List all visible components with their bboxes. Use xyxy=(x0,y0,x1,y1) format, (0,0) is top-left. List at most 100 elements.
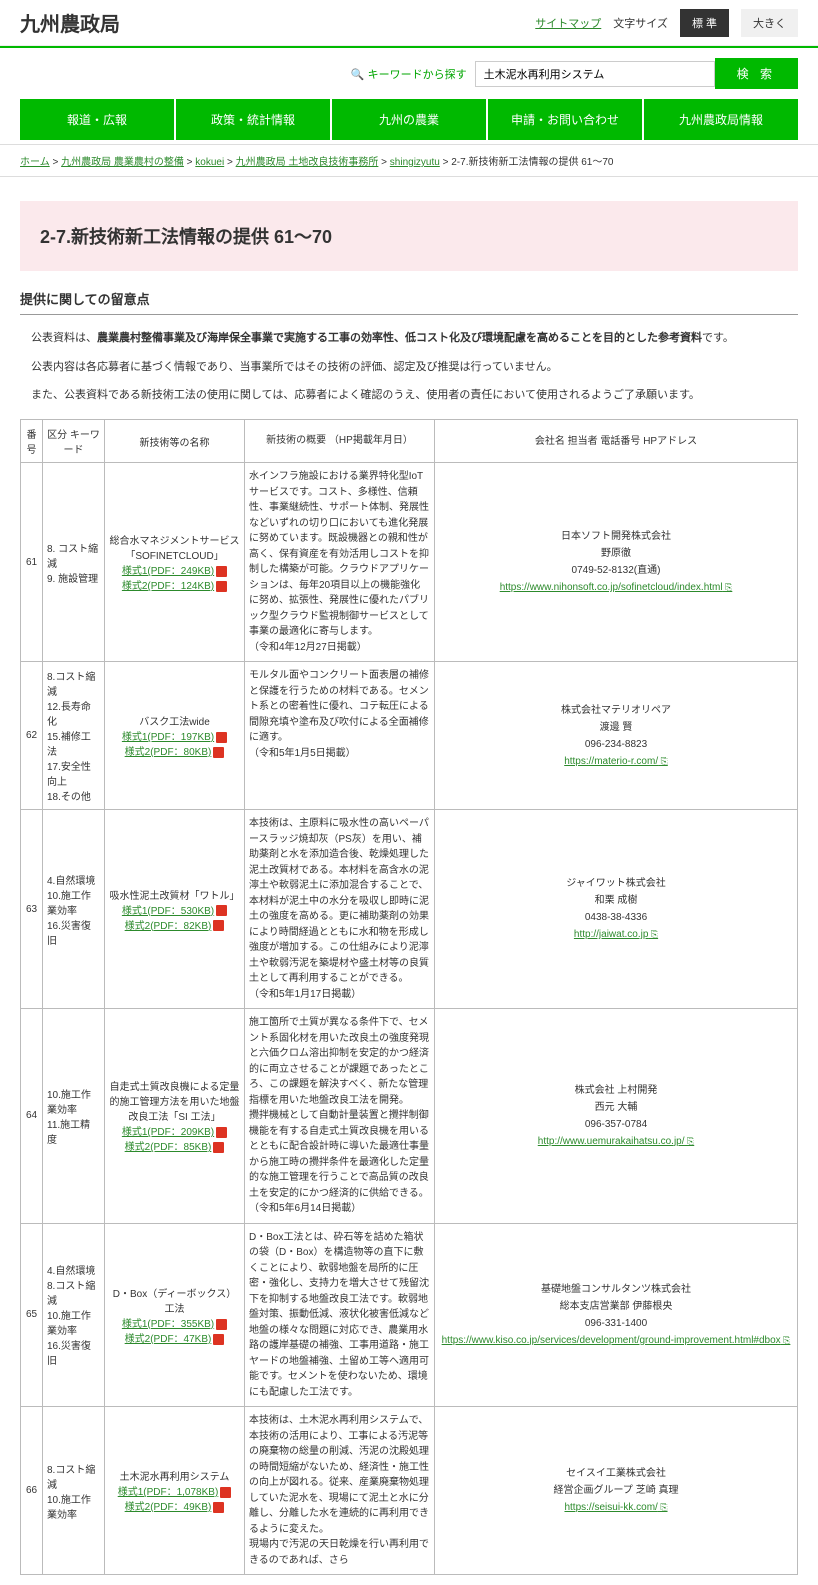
pdf-link-2[interactable]: 様式2(PDF：47KB) xyxy=(125,1334,225,1345)
pdf-link-1[interactable]: 様式1(PDF：249KB) xyxy=(122,566,227,577)
pdf-link-2[interactable]: 様式2(PDF：80KB) xyxy=(125,747,225,758)
nav-item[interactable]: 九州農政局情報 xyxy=(644,99,798,140)
company-name: 株式会社 上村開発 xyxy=(439,1082,793,1099)
pdf-link-2[interactable]: 様式2(PDF：82KB) xyxy=(125,921,225,932)
breadcrumb-link[interactable]: 九州農政局 農業農村の整備 xyxy=(61,157,184,168)
page-title: 2-7.新技術新工法情報の提供 61～70 xyxy=(40,223,778,249)
fontsize-large-button[interactable]: 大きく xyxy=(741,9,798,37)
fontsize-standard-button[interactable]: 標 準 xyxy=(680,9,729,37)
cell-no: 64 xyxy=(21,1009,43,1224)
company-person: 経営企画グループ 芝崎 真理 xyxy=(439,1482,793,1499)
breadcrumb-link[interactable]: kokuei xyxy=(195,157,224,168)
pdf-link-1[interactable]: 様式1(PDF：209KB) xyxy=(122,1127,227,1138)
cell-kw: 8.コスト縮減 12.長寿命化 15.補修工法 17.安全性向上 18.その他 xyxy=(43,662,105,810)
th-no: 番号 xyxy=(21,420,43,463)
company-tel: 0438-38-4336 xyxy=(439,909,793,926)
search-input[interactable] xyxy=(475,61,715,87)
company-url[interactable]: https://www.kiso.co.jp/services/developm… xyxy=(442,1335,791,1346)
pdf-link-2[interactable]: 様式2(PDF：124KB) xyxy=(122,581,227,592)
table-row: 6410.施工作業効率 11.施工精度自走式土質改良機による定量的施工管理方法を… xyxy=(21,1009,798,1224)
notice-p1a: 公表資料は、 xyxy=(31,332,97,344)
pdf-link-1[interactable]: 様式1(PDF：355KB) xyxy=(122,1319,227,1330)
cell-name: バスク工法wide様式1(PDF：197KB)様式2(PDF：80KB) xyxy=(105,662,245,810)
cell-name: 土木泥水再利用システム様式1(PDF：1,078KB) 様式2(PDF：49KB) xyxy=(105,1407,245,1575)
pdf-link-2[interactable]: 様式2(PDF：49KB) xyxy=(125,1502,225,1513)
notice-p1b: 農業農村整備事業及び海岸保全事業で実施する工事の効率性、低コスト化及び環境配慮を… xyxy=(97,332,702,344)
cell-no: 66 xyxy=(21,1407,43,1575)
nav-item[interactable]: 政策・統計情報 xyxy=(176,99,330,140)
th-kw: 区分 キーワード xyxy=(43,420,105,463)
logo: 九州農政局 xyxy=(20,8,120,37)
cell-kw: 10.施工作業効率 11.施工精度 xyxy=(43,1009,105,1224)
pdf-link-1[interactable]: 様式1(PDF：197KB) xyxy=(122,732,227,743)
tech-name: D・Box（ディーボックス）工法 xyxy=(109,1285,240,1315)
search-button[interactable]: 検 索 xyxy=(715,58,798,89)
company-url[interactable]: http://jaiwat.co.jp xyxy=(574,929,658,940)
cell-company: 日本ソフト開発株式会社野原徹0749-52-8132(直通)https://ww… xyxy=(435,463,798,662)
company-tel: 096-234-8823 xyxy=(439,736,793,753)
breadcrumb-link[interactable]: 九州農政局 土地改良技術事務所 xyxy=(236,157,379,168)
cell-no: 61 xyxy=(21,463,43,662)
pdf-link-1[interactable]: 様式1(PDF：1,078KB) xyxy=(118,1487,232,1498)
cell-company: 株式会社マテリオリペア渡邊 賢096-234-8823 https://mater… xyxy=(435,662,798,810)
nav-item[interactable]: 九州の農業 xyxy=(332,99,486,140)
company-person: 総本支店営業部 伊藤根央 xyxy=(439,1298,793,1315)
cell-desc: モルタル面やコンクリート面表層の補修と保護を行うための材料である。セメント系との… xyxy=(245,662,435,810)
company-url[interactable]: https://www.nihonsoft.co.jp/sofinetcloud… xyxy=(500,582,733,593)
table-row: 618. コスト縮減 9. 施設管理総合水マネジメントサービス「SOFINETC… xyxy=(21,463,798,662)
breadcrumb-link[interactable]: shingizyutu xyxy=(390,157,440,168)
breadcrumb-current: 2-7.新技術新工法情報の提供 61～70 xyxy=(451,157,613,168)
th-desc: 新技術の概要 （HP掲載年月日） xyxy=(245,420,435,463)
main-nav: 報道・広報政策・統計情報九州の農業申請・お問い合わせ九州農政局情報 xyxy=(0,99,818,140)
cell-name: 自走式土質改良機による定量的施工管理方法を用いた地盤改良工法「SI 工法」様式1… xyxy=(105,1009,245,1224)
tech-name: 自走式土質改良機による定量的施工管理方法を用いた地盤改良工法「SI 工法」 xyxy=(109,1078,240,1123)
notice-p3: また、公表資料である新技術工法の使用に関しては、応募者によく確認のうえ、使用者の… xyxy=(20,386,798,405)
cell-name: 吸水性泥土改質材「ワトル」様式1(PDF：530KB) 様式2(PDF：82KB) xyxy=(105,810,245,1009)
company-person: 西元 大輔 xyxy=(439,1099,793,1116)
cell-desc: 水インフラ施設における業界特化型IoTサービスです。コスト、多様性、信頼性、事業… xyxy=(245,463,435,662)
cell-company: ジャイワット株式会社和栗 成樹0438-38-4336http://jaiwat… xyxy=(435,810,798,1009)
th-name: 新技術等の名称 xyxy=(105,420,245,463)
sitemap-link[interactable]: サイトマップ xyxy=(535,15,601,31)
pdf-link-2[interactable]: 様式2(PDF：85KB) xyxy=(125,1142,225,1153)
page-title-wrap: 2-7.新技術新工法情報の提供 61～70 xyxy=(20,201,798,271)
company-name: セイスイ工業株式会社 xyxy=(439,1465,793,1482)
company-tel: 096-331-1400 xyxy=(439,1315,793,1332)
cell-desc: 本技術は、土木泥水再利用システムで、本技術の活用により、工事による汚泥等の廃棄物… xyxy=(245,1407,435,1575)
tech-name: 吸水性泥土改質材「ワトル」 xyxy=(109,887,240,902)
company-url[interactable]: https://materio-r.com/ xyxy=(564,756,668,767)
cell-company: セイスイ工業株式会社経営企画グループ 芝崎 真理 https://seisui-k… xyxy=(435,1407,798,1575)
company-name: 日本ソフト開発株式会社 xyxy=(439,528,793,545)
notice-p1c: です。 xyxy=(702,332,734,344)
breadcrumb-link[interactable]: ホーム xyxy=(20,157,50,168)
cell-company: 基礎地盤コンサルタンツ株式会社総本支店営業部 伊藤根央096-331-1400h… xyxy=(435,1223,798,1407)
notice: 公表資料は、農業農村整備事業及び海岸保全事業で実施する工事の効率性、低コスト化及… xyxy=(20,329,798,405)
company-person: 渡邊 賢 xyxy=(439,719,793,736)
table-row: 654.自然環境 8.コスト縮減 10.施工作業効率 16.災害復旧D・Box（… xyxy=(21,1223,798,1407)
search-row: キーワードから探す 検 索 xyxy=(0,48,818,99)
cell-no: 62 xyxy=(21,662,43,810)
nav-item[interactable]: 報道・広報 xyxy=(20,99,174,140)
company-tel: 0749-52-8132(直通) xyxy=(439,562,793,579)
topbar-right: サイトマップ 文字サイズ 標 準 大きく xyxy=(535,9,798,37)
cell-name: D・Box（ディーボックス）工法様式1(PDF：355KB) 様式2(PDF：47… xyxy=(105,1223,245,1407)
table-row: 668.コスト縮減 10.施工作業効率土木泥水再利用システム様式1(PDF：1,… xyxy=(21,1407,798,1575)
company-url[interactable]: https://seisui-kk.com/ xyxy=(564,1502,667,1513)
cell-kw: 4.自然環境 10.施工作業効率 16.災害復旧 xyxy=(43,810,105,1009)
notice-p2: 公表内容は各応募者に基づく情報であり、当事業所ではその技術の評価、認定及び推奨は… xyxy=(20,358,798,377)
th-co: 会社名 担当者 電話番号 HPアドレス xyxy=(435,420,798,463)
table-row: 628.コスト縮減 12.長寿命化 15.補修工法 17.安全性向上 18.その… xyxy=(21,662,798,810)
company-name: 株式会社マテリオリペア xyxy=(439,702,793,719)
cell-name: 総合水マネジメントサービス「SOFINETCLOUD」様式1(PDF：249KB… xyxy=(105,463,245,662)
company-name: ジャイワット株式会社 xyxy=(439,875,793,892)
section-heading: 提供に関しての留意点 xyxy=(20,289,798,315)
cell-company: 株式会社 上村開発西元 大輔096-357-0784http://www.uem… xyxy=(435,1009,798,1224)
search-label: キーワードから探す xyxy=(351,66,467,82)
tech-name: 総合水マネジメントサービス「SOFINETCLOUD」 xyxy=(109,532,240,562)
nav-item[interactable]: 申請・お問い合わせ xyxy=(488,99,642,140)
tech-name: 土木泥水再利用システム xyxy=(109,1468,240,1483)
pdf-link-1[interactable]: 様式1(PDF：530KB) xyxy=(122,906,227,917)
company-url[interactable]: http://www.uemurakaihatsu.co.jp/ xyxy=(538,1136,694,1147)
cell-kw: 4.自然環境 8.コスト縮減 10.施工作業効率 16.災害復旧 xyxy=(43,1223,105,1407)
fontsize-label: 文字サイズ xyxy=(613,15,668,31)
